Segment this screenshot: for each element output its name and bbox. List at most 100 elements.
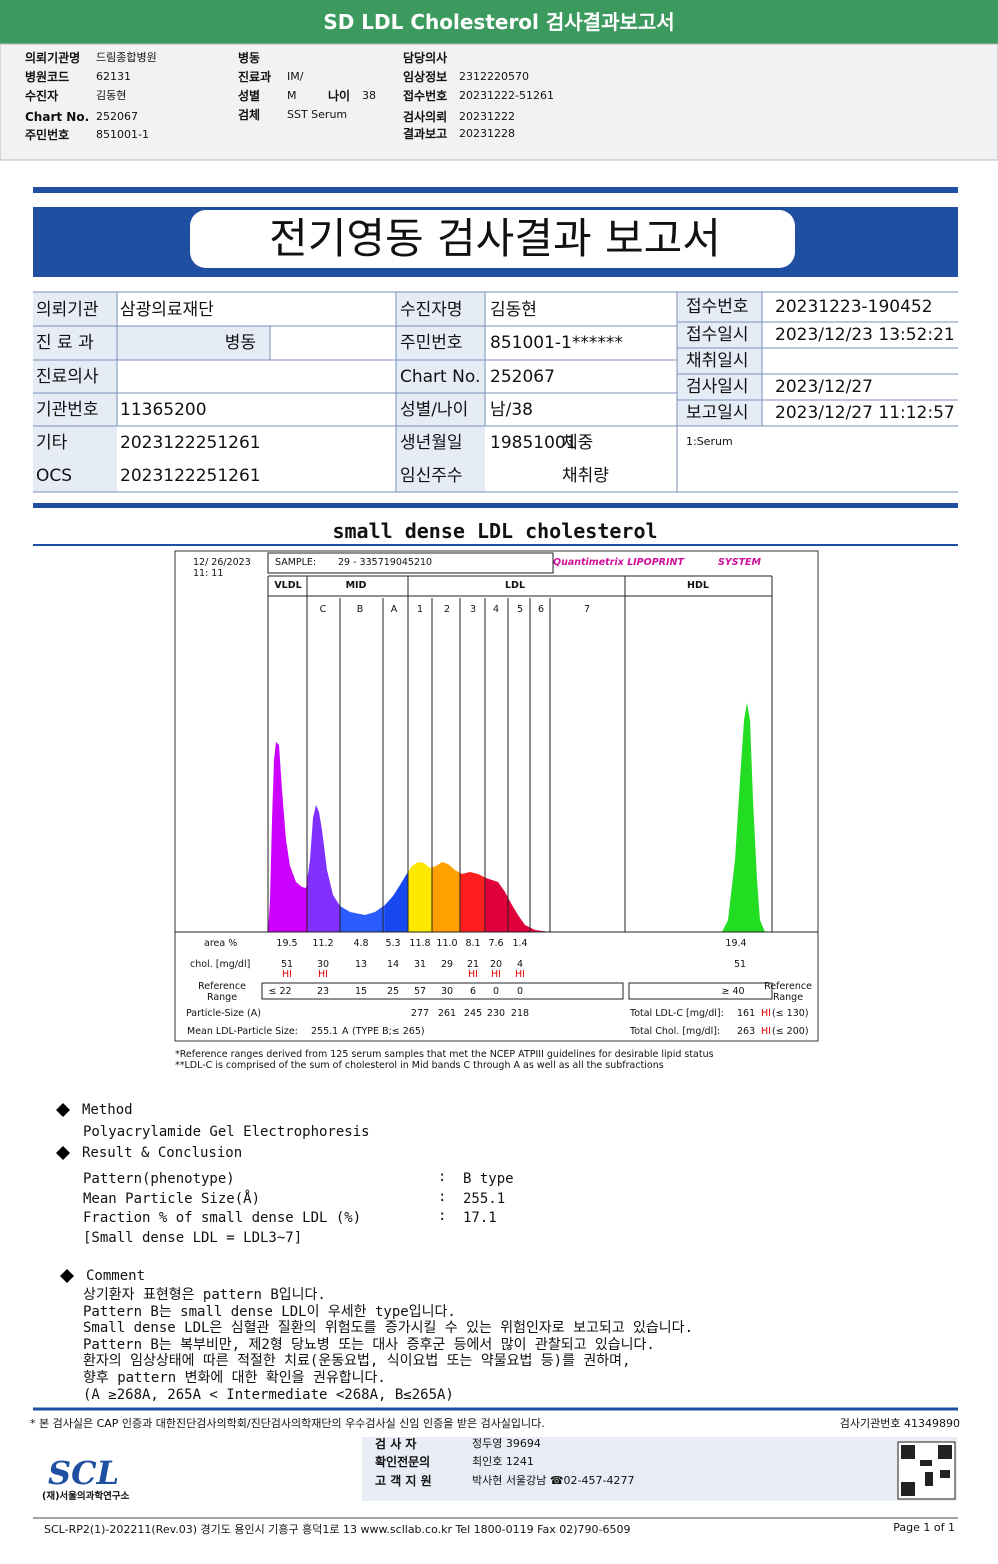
reference-value: 15 [354, 986, 368, 997]
hi-flag: HI [515, 969, 525, 980]
band-label: 2 [443, 604, 451, 615]
total-range: (≤ 200) [772, 1026, 809, 1037]
row-label: chol. [mg/dl] [190, 959, 251, 970]
row-label: Reference Range [198, 981, 246, 1003]
result-label: Pattern(phenotype) [83, 1171, 235, 1187]
field-label: 나이 [328, 89, 351, 103]
field-label: 병동 [238, 51, 261, 65]
row-label: area % [204, 938, 238, 949]
brand-system: SYSTEM [718, 557, 761, 568]
separator: : [438, 1169, 447, 1185]
hi-flag: HI [491, 969, 501, 980]
cell-label: OCS [36, 466, 73, 486]
chol-value: 13 [354, 959, 368, 970]
reference-value: 57 [413, 986, 427, 997]
reference-value: 25 [386, 986, 400, 997]
band-label: 4 [492, 604, 500, 615]
cell-value: 병동 [224, 333, 256, 353]
chol-value: 51 [280, 959, 294, 970]
result-note: [Small dense LDL = LDL3~7] [83, 1230, 303, 1246]
cell-label: 채취량 [562, 466, 609, 486]
field-value: 김동현 [96, 89, 127, 102]
result-value: 17.1 [463, 1210, 497, 1226]
field-label: 검체 [238, 108, 261, 122]
chol-value: 30 [316, 959, 330, 970]
mean-type: (TYPE B;≤ 265) [352, 1026, 425, 1037]
hi-flag: HI [761, 1008, 771, 1019]
page-number: Page 1 of 1 [893, 1521, 955, 1534]
heading: Method [82, 1102, 133, 1118]
reference-value: 6 [469, 986, 477, 997]
area-value: 11.8 [409, 938, 431, 949]
area-value: 11.0 [436, 938, 458, 949]
particle-value: 230 [486, 1008, 506, 1019]
comment-line: Pattern B는 복부비만, 제2형 당뇨병 또는 대사 증후군 등에서 많… [83, 1336, 655, 1353]
cell-value: 11365200 [120, 400, 207, 420]
staff-name: 정두영 39694 [472, 1437, 541, 1450]
band-label: 5 [516, 604, 524, 615]
area-value: 5.3 [385, 938, 401, 949]
total-range: (≤ 130) [772, 1008, 809, 1019]
field-label: Chart No. [25, 110, 90, 124]
field-value: 851001-1 [96, 128, 149, 141]
cell-label: 진료의사 [36, 367, 99, 387]
reference-value: 23 [316, 986, 330, 997]
specimen: 1:Serum [686, 435, 733, 448]
cell-value: 19851001 [490, 433, 577, 453]
comment-line: Pattern B는 small dense LDL이 우세한 type입니다. [83, 1303, 456, 1320]
field-value: SST Serum [287, 108, 348, 121]
field-label: 성별 [238, 89, 261, 103]
mean-label: Mean LDL-Particle Size: [187, 1026, 298, 1037]
field-value: 2312220570 [459, 70, 529, 83]
comment-line: 향후 pattern 변화에 대한 확인을 권유합니다. [83, 1370, 386, 1386]
field-label: 의뢰기관명 [25, 51, 81, 65]
field-label: 진료과 [238, 70, 272, 84]
field-label: 담당의사 [403, 51, 448, 65]
brand: Quantimetrix LIPOPRINT [553, 557, 684, 568]
page-title: SD LDL Cholesterol 검사결과보고서 [323, 10, 675, 34]
reference-value: 0 [516, 986, 524, 997]
total-label: Total Chol. [mg/dl]: [630, 1026, 721, 1037]
result-value: 255.1 [463, 1191, 506, 1207]
cell-value: 2023122251261 [120, 433, 261, 453]
row-label: Particle-Size (A) [186, 1008, 261, 1019]
result-value: B type [463, 1171, 514, 1187]
comment-line: 환자의 임상상태에 따른 적절한 치료(운동요법, 식이요법 또는 약물요법 등… [83, 1353, 631, 1370]
cell-label: 생년월일 [400, 433, 463, 453]
particle-value: 245 [463, 1008, 483, 1019]
area-value: 4.8 [353, 938, 369, 949]
field-label: 수진자 [25, 89, 59, 103]
band-label: 7 [583, 604, 591, 615]
cell-label: 의뢰기관 [36, 300, 99, 320]
sample-label: SAMPLE: [275, 557, 317, 568]
band-label: 3 [469, 604, 477, 615]
cell-value: 남/38 [490, 400, 533, 420]
separator: : [438, 1189, 447, 1205]
group-label: HDL [687, 580, 709, 591]
total-label: Total LDL-C [mg/dl]: [630, 1008, 724, 1019]
org-name: (재)서울의과학연구소 [42, 1491, 130, 1502]
comment-line: 상기환자 표현형은 pattern B입니다. [83, 1287, 326, 1303]
separator: : [438, 1208, 447, 1224]
cell-value: 252067 [490, 367, 555, 387]
staff-role: 고 객 지 원 [375, 1474, 432, 1488]
field-value: 38 [362, 89, 376, 102]
footnote: *Reference ranges derived from 125 serum… [175, 1049, 714, 1060]
comment-line: Small dense LDL은 심혈관 질환의 위험도를 증가시킬 수 있는 … [83, 1320, 693, 1337]
staff-name: 최인호 1241 [472, 1455, 534, 1468]
cell-value: 2023/12/23 13:52:21 [775, 325, 955, 345]
hi-flag: HI [468, 969, 478, 980]
lab-number: 검사기관번호 41349890 [839, 1417, 960, 1430]
chart-date: 12/ 26/2023 [193, 557, 251, 568]
field-value: 20231222-51261 [459, 89, 554, 102]
staff-role: 검 사 자 [375, 1437, 417, 1451]
chol-value: 31 [413, 959, 427, 970]
cell-label: 접수일시 [686, 325, 749, 345]
cell-value: 삼광의료재단 [120, 300, 214, 320]
group-label: VLDL [274, 580, 302, 591]
field-label: 결과보고 [403, 127, 448, 141]
chol-value: 20 [489, 959, 503, 970]
sample-id: 29 - 335719045210 [338, 557, 433, 568]
